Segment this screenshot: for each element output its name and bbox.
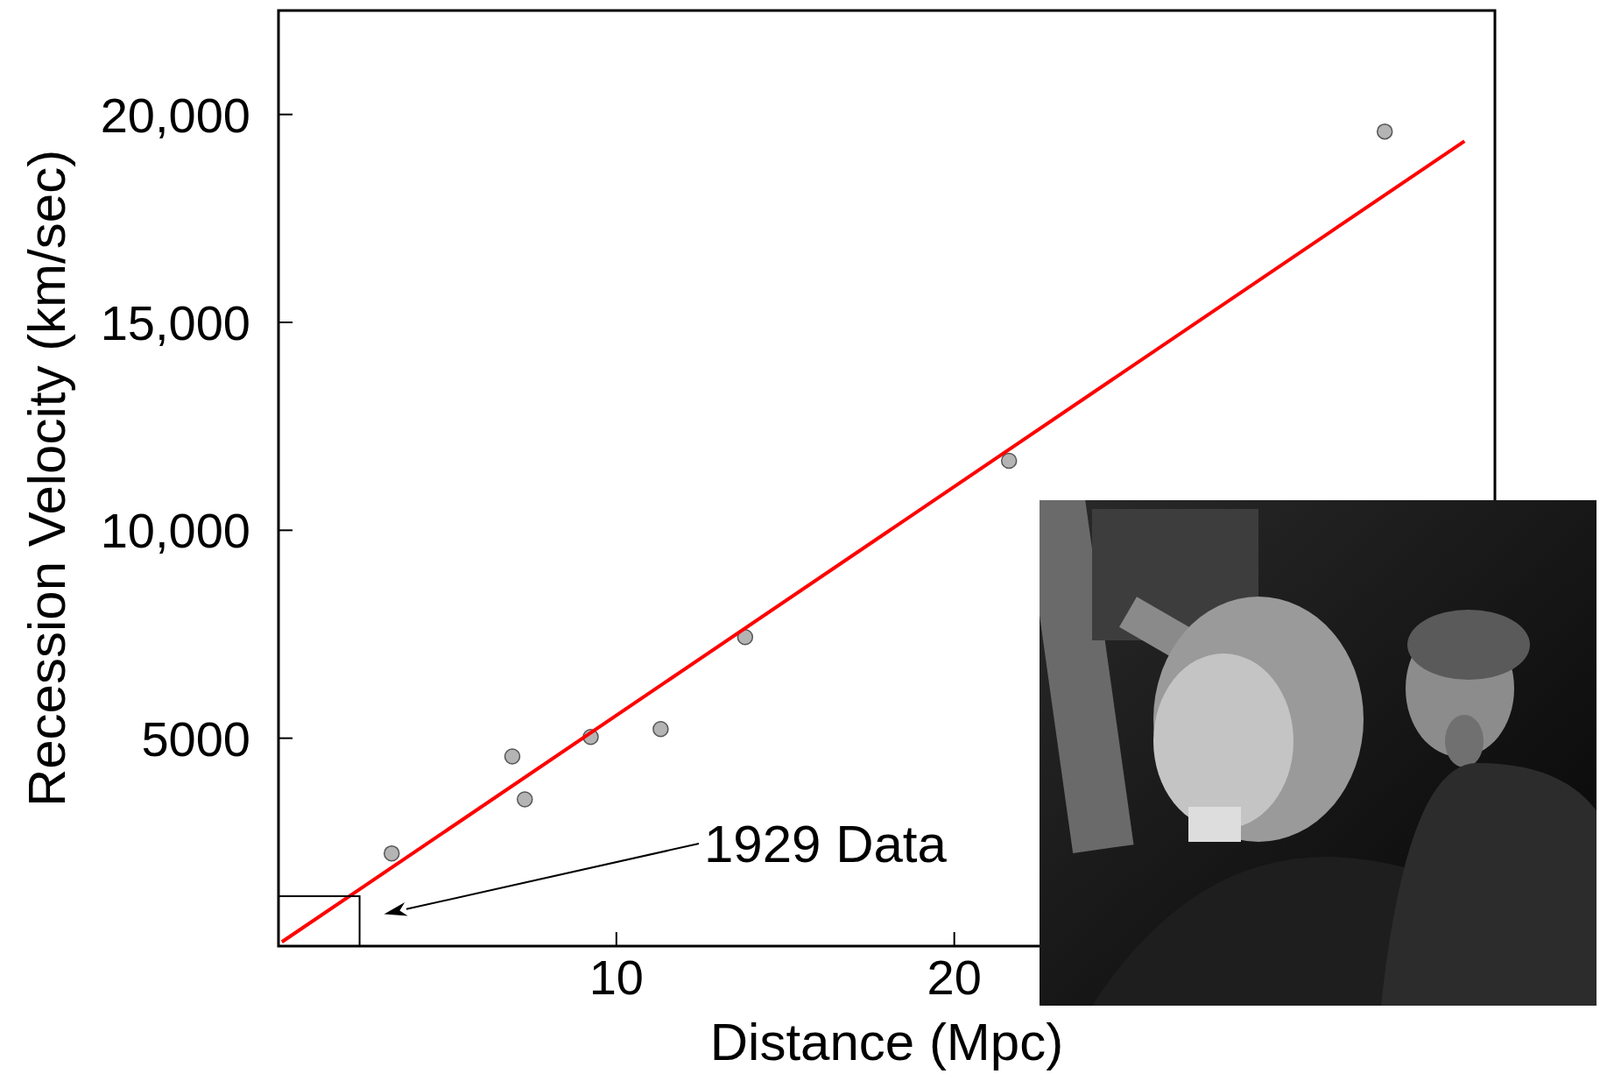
y-tick-label: 5000	[140, 711, 251, 767]
face	[1153, 653, 1294, 829]
data-point	[1001, 453, 1017, 469]
y-tick	[278, 321, 293, 324]
plot-frame	[278, 10, 1495, 946]
annotation-arrowhead	[384, 902, 409, 917]
hand	[1444, 714, 1484, 768]
photo-inset	[1022, 479, 1600, 1006]
axes: 10 20 5000 10,000 15,000 20,000 Distance (Mpc)…	[17, 87, 1065, 1072]
data-point	[384, 845, 400, 861]
x-tick	[953, 931, 956, 946]
annotation-arrow	[406, 843, 699, 910]
coat-2	[1381, 762, 1597, 1006]
annotation-text: 1929 Data	[704, 814, 948, 874]
x-tick-label: 10	[589, 949, 644, 1005]
annotations: 1929 Data	[384, 814, 948, 917]
photo-content	[1039, 500, 1597, 1006]
y-tick-label: 15,000	[100, 295, 251, 351]
x-axis-title: Distance (Mpc)	[710, 1012, 1064, 1072]
y-tick	[278, 113, 293, 116]
data-point	[1377, 124, 1393, 140]
data-point	[653, 721, 669, 737]
data-point	[504, 748, 520, 764]
y-tick	[278, 737, 293, 740]
chart: 10 20 5000 10,000 15,000 20,000 Distance (Mpc)…	[0, 0, 1600, 1081]
collar	[1188, 806, 1241, 842]
x-tick	[615, 931, 618, 946]
y-axis-title: Recession Velocity (km/sec)	[17, 149, 77, 807]
y-tick	[278, 528, 293, 531]
data-point	[517, 791, 533, 807]
annotation-box	[278, 895, 360, 946]
hair	[1153, 596, 1364, 842]
x-tick-label: 20	[927, 949, 982, 1005]
y-tick-label: 20,000	[100, 87, 251, 143]
y-tick-label: 10,000	[100, 502, 251, 558]
hair-2	[1407, 609, 1530, 680]
